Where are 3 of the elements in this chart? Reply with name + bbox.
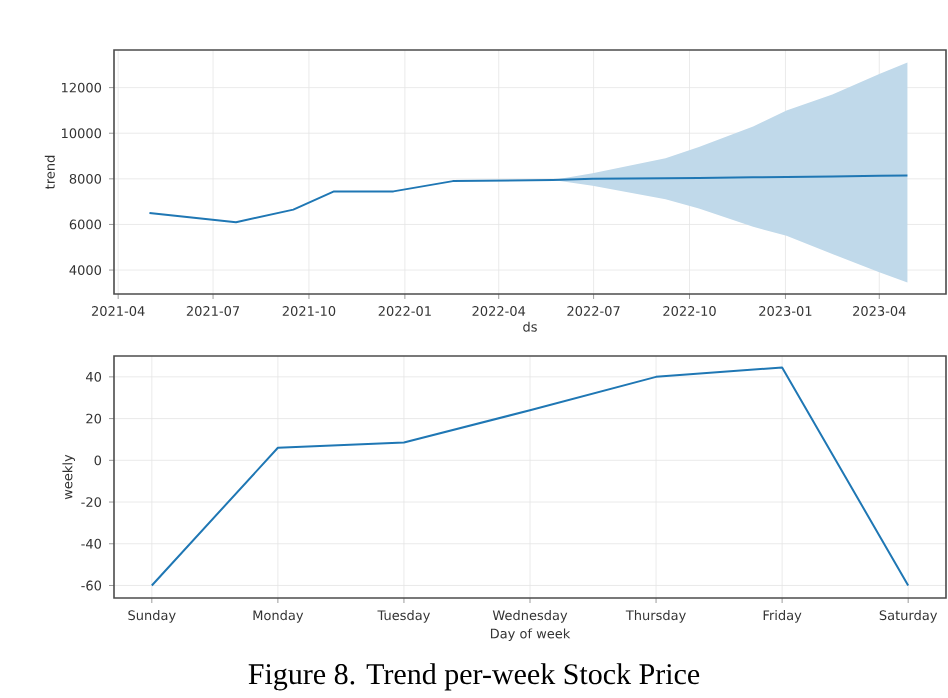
line-series [148,174,909,224]
caption: Figure 8. Trend per-week Stock Price [248,663,700,691]
line-series [150,366,910,587]
